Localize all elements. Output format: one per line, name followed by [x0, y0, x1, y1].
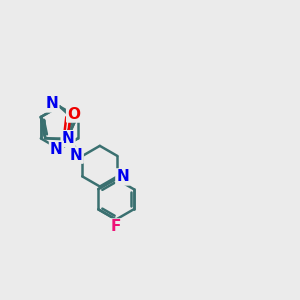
Text: N: N	[62, 131, 74, 146]
Text: F: F	[111, 220, 121, 235]
Text: O: O	[67, 106, 80, 122]
Text: N: N	[70, 148, 83, 163]
Text: N: N	[50, 142, 63, 157]
Text: N: N	[46, 96, 58, 111]
Text: N: N	[116, 169, 129, 184]
